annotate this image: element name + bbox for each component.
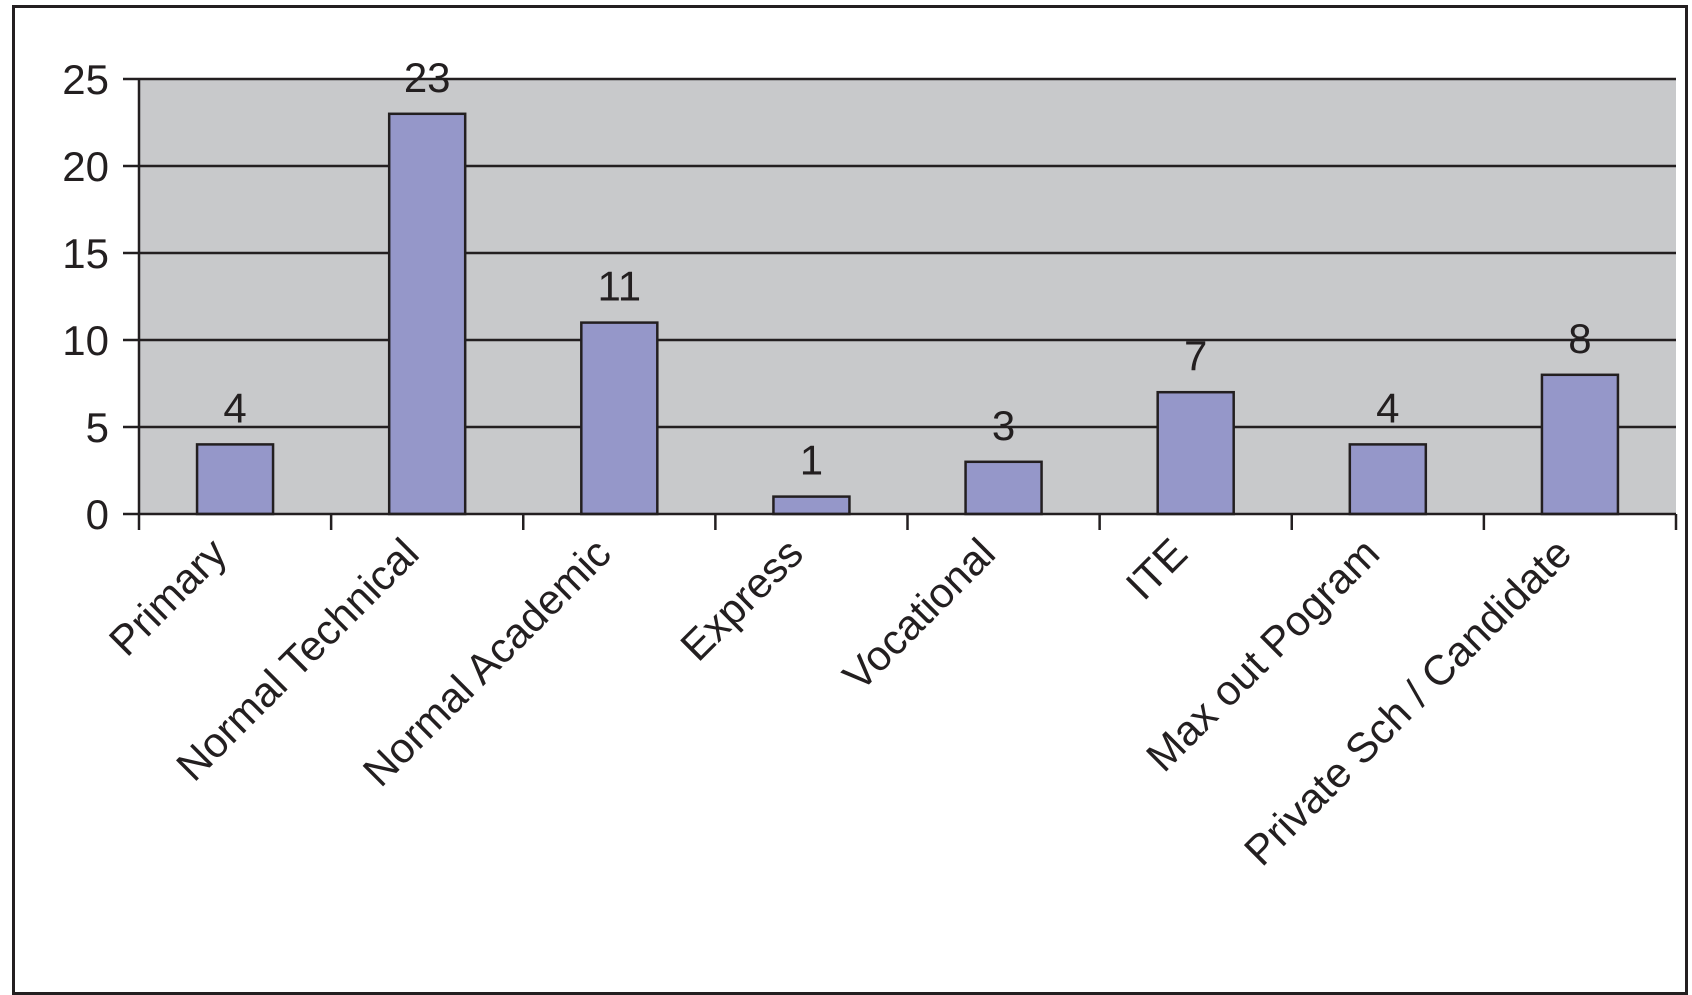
data-label: 23 [404,54,451,101]
data-label: 1 [800,437,823,484]
x-tick-label: ITE [1117,529,1196,608]
bars [195,112,1620,516]
y-tick-label: 0 [86,491,109,538]
bar [195,443,275,516]
axes [123,77,1678,530]
bar [1348,443,1428,516]
y-tick-label: 20 [62,143,109,190]
data-label: 3 [992,402,1015,449]
bar [964,460,1043,516]
x-tick-label: Vocational [834,529,1004,699]
data-label: 7 [1184,332,1207,379]
y-tick-label: 5 [86,404,109,451]
x-tick-label: Primary [100,529,236,665]
data-label: 4 [1376,384,1399,431]
plot-area [139,79,1676,514]
bar [580,321,659,516]
data-label: 4 [223,384,246,431]
y-tick-label: 15 [62,230,109,277]
y-tick-label: 10 [62,317,109,364]
bar [1540,373,1620,516]
bar [772,495,851,516]
x-tick-label: Private Sch / Candidate [1235,529,1580,874]
x-tick-label: Express [671,529,812,670]
bar [387,112,467,516]
y-tick-label: 25 [62,56,109,103]
bar [1156,390,1235,516]
data-label: 8 [1568,315,1591,362]
data-label: 11 [598,263,642,310]
